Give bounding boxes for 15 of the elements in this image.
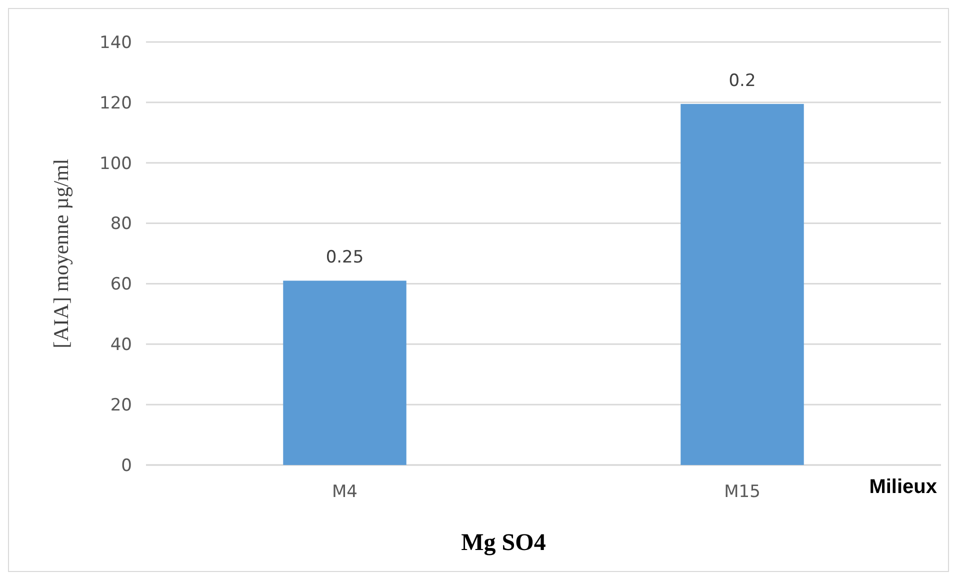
annotation: 0.25 [326,248,364,268]
x-axis-title: Milieux [869,476,937,498]
x-tick-label: M15 [724,482,760,502]
y-tick-label: 40 [110,335,132,356]
x-tick-label: M4 [332,482,358,502]
y-tick-label: 20 [110,396,132,416]
y-tick-label: 100 [100,154,132,174]
y-tick-label: 120 [100,93,132,114]
text: Mg SO4 [461,530,546,556]
y-axis-title: [AIA] moyenne µg/ml [49,158,73,348]
y-tick-label: 0 [121,456,132,476]
y-tick-label: 140 [100,32,132,53]
y-tick-label: 80 [110,214,132,234]
annotation: 0.2 [728,70,756,91]
y-tick-label: 60 [110,274,132,295]
